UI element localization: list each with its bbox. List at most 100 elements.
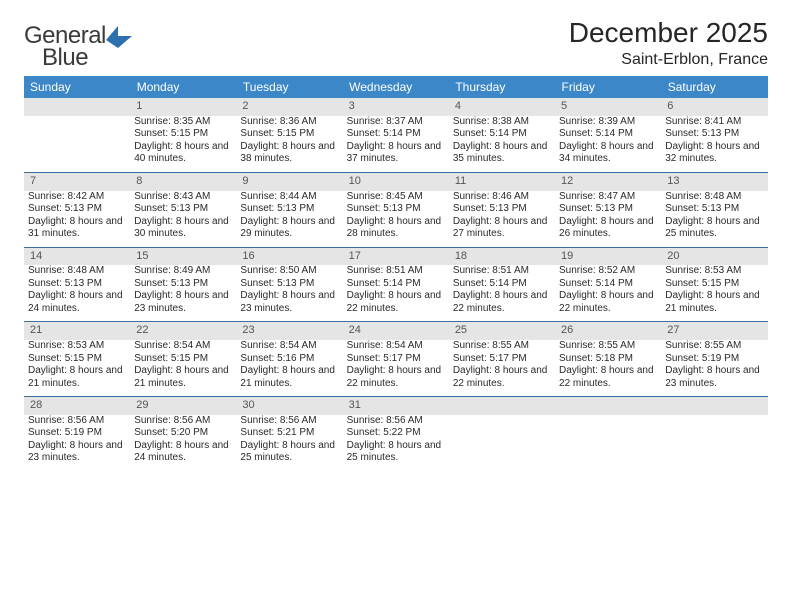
daylight-line: Daylight: 8 hours and 38 minutes. <box>240 141 338 166</box>
sunset-line: Sunset: 5:17 PM <box>453 353 551 366</box>
sunrise-line: Sunrise: 8:36 AM <box>240 116 338 129</box>
sunset-line: Sunset: 5:14 PM <box>453 128 551 141</box>
week-row: Sunrise: 8:42 AMSunset: 5:13 PMDaylight:… <box>24 191 768 248</box>
day-cell: Sunrise: 8:54 AMSunset: 5:15 PMDaylight:… <box>130 340 236 397</box>
sunrise-line: Sunrise: 8:55 AM <box>665 340 763 353</box>
day-number-cell: 30 <box>236 397 342 415</box>
day-cell: Sunrise: 8:48 AMSunset: 5:13 PMDaylight:… <box>24 265 130 322</box>
day-number-cell: 9 <box>236 172 342 190</box>
day-cell: Sunrise: 8:50 AMSunset: 5:13 PMDaylight:… <box>236 265 342 322</box>
day-cell: Sunrise: 8:56 AMSunset: 5:21 PMDaylight:… <box>236 415 342 471</box>
daylight-line: Daylight: 8 hours and 21 minutes. <box>240 365 338 390</box>
col-sunday: Sunday <box>24 76 130 98</box>
day-cell: Sunrise: 8:54 AMSunset: 5:17 PMDaylight:… <box>343 340 449 397</box>
sunset-line: Sunset: 5:13 PM <box>134 278 232 291</box>
sunrise-line: Sunrise: 8:51 AM <box>453 265 551 278</box>
sunset-line: Sunset: 5:21 PM <box>240 427 338 440</box>
day-cell: Sunrise: 8:54 AMSunset: 5:16 PMDaylight:… <box>236 340 342 397</box>
sunrise-line: Sunrise: 8:54 AM <box>240 340 338 353</box>
sunset-line: Sunset: 5:14 PM <box>347 128 445 141</box>
daylight-line: Daylight: 8 hours and 22 minutes. <box>453 290 551 315</box>
calendar-table: Sunday Monday Tuesday Wednesday Thursday… <box>24 76 768 471</box>
day-cell: Sunrise: 8:55 AMSunset: 5:18 PMDaylight:… <box>555 340 661 397</box>
sunset-line: Sunset: 5:13 PM <box>28 203 126 216</box>
location-label: Saint-Erblon, France <box>569 51 768 69</box>
day-number-cell: 18 <box>449 247 555 265</box>
day-number-cell: 26 <box>555 322 661 340</box>
sunset-line: Sunset: 5:17 PM <box>347 353 445 366</box>
day-number-cell: 29 <box>130 397 236 415</box>
sunset-line: Sunset: 5:19 PM <box>28 427 126 440</box>
col-monday: Monday <box>130 76 236 98</box>
sunset-line: Sunset: 5:15 PM <box>665 278 763 291</box>
daylight-line: Daylight: 8 hours and 31 minutes. <box>28 216 126 241</box>
day-number-cell: 12 <box>555 172 661 190</box>
daylight-line: Daylight: 8 hours and 23 minutes. <box>240 290 338 315</box>
day-cell: Sunrise: 8:56 AMSunset: 5:22 PMDaylight:… <box>343 415 449 471</box>
week-row: Sunrise: 8:48 AMSunset: 5:13 PMDaylight:… <box>24 265 768 322</box>
day-cell <box>661 415 767 471</box>
day-cell: Sunrise: 8:36 AMSunset: 5:15 PMDaylight:… <box>236 116 342 173</box>
sunset-line: Sunset: 5:14 PM <box>347 278 445 291</box>
sunrise-line: Sunrise: 8:46 AM <box>453 191 551 204</box>
sunrise-line: Sunrise: 8:53 AM <box>665 265 763 278</box>
daylight-line: Daylight: 8 hours and 27 minutes. <box>453 216 551 241</box>
calendar-page: General Blue December 2025 Saint-Erblon,… <box>0 0 792 481</box>
daylight-line: Daylight: 8 hours and 22 minutes. <box>559 290 657 315</box>
daynum-row: 21222324252627 <box>24 322 768 340</box>
sunset-line: Sunset: 5:13 PM <box>28 278 126 291</box>
daylight-line: Daylight: 8 hours and 26 minutes. <box>559 216 657 241</box>
month-title: December 2025 <box>569 18 768 49</box>
daylight-line: Daylight: 8 hours and 22 minutes. <box>559 365 657 390</box>
sunset-line: Sunset: 5:16 PM <box>240 353 338 366</box>
sunset-line: Sunset: 5:13 PM <box>240 203 338 216</box>
day-number-cell: 23 <box>236 322 342 340</box>
day-number-cell: 19 <box>555 247 661 265</box>
day-cell: Sunrise: 8:37 AMSunset: 5:14 PMDaylight:… <box>343 116 449 173</box>
sunset-line: Sunset: 5:13 PM <box>347 203 445 216</box>
daylight-line: Daylight: 8 hours and 25 minutes. <box>240 440 338 465</box>
sunrise-line: Sunrise: 8:55 AM <box>559 340 657 353</box>
col-friday: Friday <box>555 76 661 98</box>
day-cell: Sunrise: 8:56 AMSunset: 5:19 PMDaylight:… <box>24 415 130 471</box>
day-number-cell <box>24 98 130 116</box>
day-number-cell: 22 <box>130 322 236 340</box>
daylight-line: Daylight: 8 hours and 25 minutes. <box>665 216 763 241</box>
sunrise-line: Sunrise: 8:42 AM <box>28 191 126 204</box>
day-number-cell: 24 <box>343 322 449 340</box>
day-cell: Sunrise: 8:48 AMSunset: 5:13 PMDaylight:… <box>661 191 767 248</box>
sunrise-line: Sunrise: 8:56 AM <box>347 415 445 428</box>
calendar-body: 123456Sunrise: 8:35 AMSunset: 5:15 PMDay… <box>24 98 768 471</box>
daylight-line: Daylight: 8 hours and 21 minutes. <box>665 290 763 315</box>
day-cell: Sunrise: 8:53 AMSunset: 5:15 PMDaylight:… <box>661 265 767 322</box>
day-cell: Sunrise: 8:43 AMSunset: 5:13 PMDaylight:… <box>130 191 236 248</box>
day-cell: Sunrise: 8:45 AMSunset: 5:13 PMDaylight:… <box>343 191 449 248</box>
sunrise-line: Sunrise: 8:44 AM <box>240 191 338 204</box>
sunrise-line: Sunrise: 8:56 AM <box>240 415 338 428</box>
sunrise-line: Sunrise: 8:51 AM <box>347 265 445 278</box>
day-number-cell: 14 <box>24 247 130 265</box>
daylight-line: Daylight: 8 hours and 23 minutes. <box>665 365 763 390</box>
daynum-row: 14151617181920 <box>24 247 768 265</box>
weekday-header-row: Sunday Monday Tuesday Wednesday Thursday… <box>24 76 768 98</box>
daylight-line: Daylight: 8 hours and 29 minutes. <box>240 216 338 241</box>
day-number-cell: 20 <box>661 247 767 265</box>
sunset-line: Sunset: 5:18 PM <box>559 353 657 366</box>
daylight-line: Daylight: 8 hours and 22 minutes. <box>347 365 445 390</box>
day-cell: Sunrise: 8:39 AMSunset: 5:14 PMDaylight:… <box>555 116 661 173</box>
week-row: Sunrise: 8:35 AMSunset: 5:15 PMDaylight:… <box>24 116 768 173</box>
daynum-row: 78910111213 <box>24 172 768 190</box>
sunrise-line: Sunrise: 8:38 AM <box>453 116 551 129</box>
day-number-cell: 28 <box>24 397 130 415</box>
day-cell: Sunrise: 8:49 AMSunset: 5:13 PMDaylight:… <box>130 265 236 322</box>
daylight-line: Daylight: 8 hours and 28 minutes. <box>347 216 445 241</box>
sunrise-line: Sunrise: 8:53 AM <box>28 340 126 353</box>
day-cell: Sunrise: 8:47 AMSunset: 5:13 PMDaylight:… <box>555 191 661 248</box>
sunrise-line: Sunrise: 8:52 AM <box>559 265 657 278</box>
sunrise-line: Sunrise: 8:48 AM <box>665 191 763 204</box>
day-cell: Sunrise: 8:51 AMSunset: 5:14 PMDaylight:… <box>343 265 449 322</box>
sunset-line: Sunset: 5:13 PM <box>453 203 551 216</box>
day-cell <box>449 415 555 471</box>
day-number-cell <box>661 397 767 415</box>
day-number-cell <box>449 397 555 415</box>
